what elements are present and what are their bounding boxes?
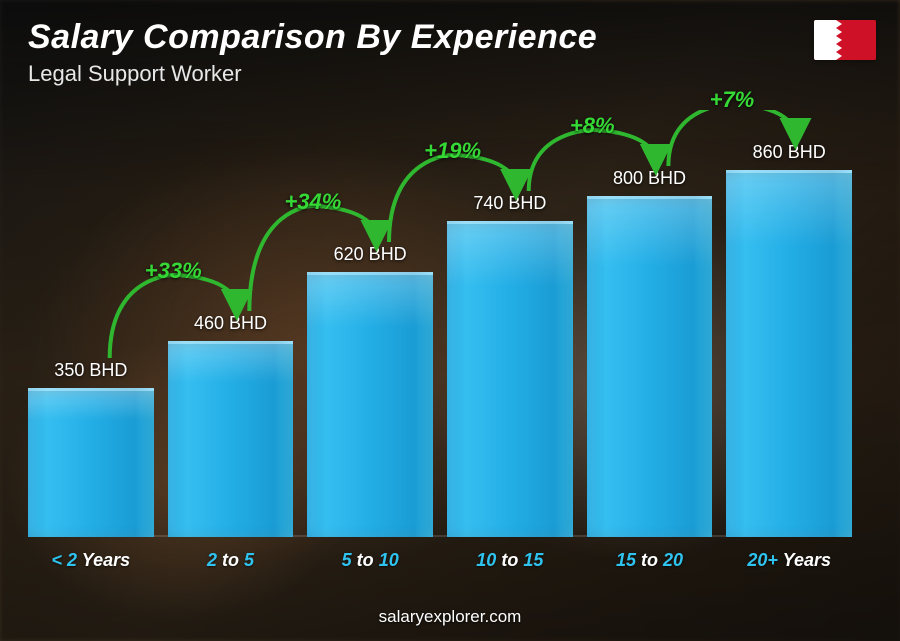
delta-label: +8% bbox=[570, 113, 615, 139]
delta-label: +33% bbox=[145, 258, 202, 284]
chart-subtitle: Legal Support Worker bbox=[28, 61, 597, 87]
bar: 740 BHD bbox=[447, 221, 573, 537]
bar-face bbox=[307, 272, 433, 537]
country-flag-bahrain bbox=[814, 20, 876, 60]
delta-label: +34% bbox=[284, 189, 341, 215]
x-axis-label: 10 to 15 bbox=[447, 550, 573, 571]
bar-value-label: 800 BHD bbox=[613, 168, 686, 189]
bar-slot: 800 BHD bbox=[587, 196, 713, 537]
footer-attribution: salaryexplorer.com bbox=[0, 607, 900, 627]
x-axis-labels: < 2 Years 2 to 5 5 to 10 10 to 15 15 to 20 20… bbox=[28, 550, 852, 571]
bar-value-label: 860 BHD bbox=[753, 142, 826, 163]
bar-face bbox=[726, 170, 852, 537]
bar-face bbox=[587, 196, 713, 537]
bar: 860 BHD bbox=[726, 170, 852, 537]
x-axis-label: 2 to 5 bbox=[168, 550, 294, 571]
chart-area: 350 BHD460 BHD620 BHD740 BHD800 BHD860 B… bbox=[28, 110, 852, 569]
bar-value-label: 740 BHD bbox=[473, 193, 546, 214]
bar-value-label: 350 BHD bbox=[54, 360, 127, 381]
bar-face bbox=[28, 388, 154, 537]
bar-value-label: 460 BHD bbox=[194, 313, 267, 334]
bar-face bbox=[447, 221, 573, 537]
bars-container: 350 BHD460 BHD620 BHD740 BHD800 BHD860 B… bbox=[28, 110, 852, 537]
bar-value-label: 620 BHD bbox=[334, 244, 407, 265]
bar-slot: 740 BHD bbox=[447, 221, 573, 537]
delta-label: +7% bbox=[710, 87, 755, 113]
bar-slot: 460 BHD bbox=[168, 341, 294, 537]
bar-slot: 860 BHD bbox=[726, 170, 852, 537]
x-axis-label: 15 to 20 bbox=[587, 550, 713, 571]
bar: 350 BHD bbox=[28, 388, 154, 537]
infographic-container: Salary Comparison By Experience Legal Su… bbox=[0, 0, 900, 641]
bar: 620 BHD bbox=[307, 272, 433, 537]
bar: 460 BHD bbox=[168, 341, 294, 537]
x-axis-label: < 2 Years bbox=[28, 550, 154, 571]
chart-title: Salary Comparison By Experience bbox=[28, 18, 597, 57]
bar-slot: 620 BHD bbox=[307, 272, 433, 537]
bar: 800 BHD bbox=[587, 196, 713, 537]
title-block: Salary Comparison By Experience Legal Su… bbox=[28, 18, 597, 87]
x-axis-label: 20+ Years bbox=[726, 550, 852, 571]
delta-label: +19% bbox=[424, 138, 481, 164]
x-axis-label: 5 to 10 bbox=[307, 550, 433, 571]
bar-face bbox=[168, 341, 294, 537]
bar-slot: 350 BHD bbox=[28, 388, 154, 537]
